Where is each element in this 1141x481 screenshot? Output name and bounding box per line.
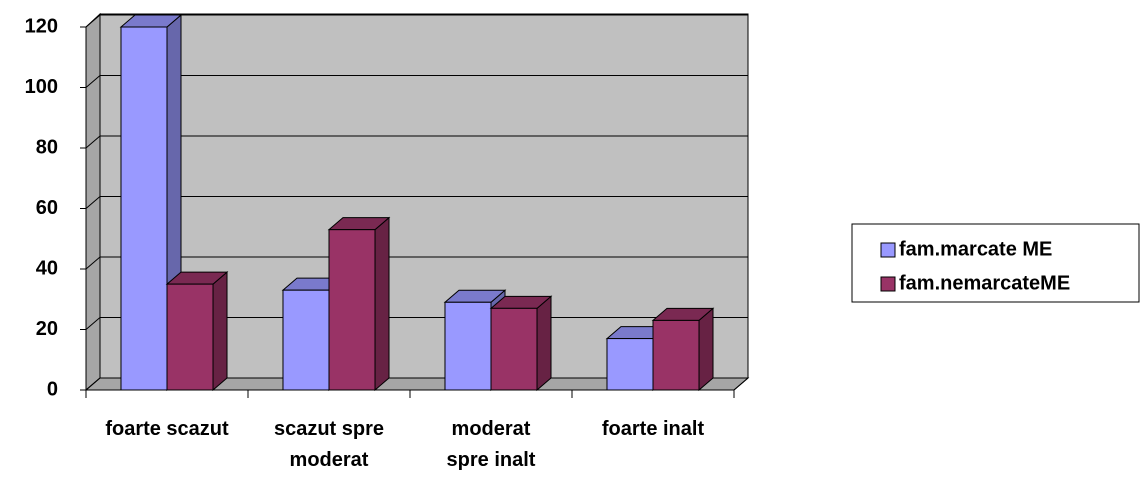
y-tick-label: 60: [36, 197, 58, 219]
grid-line: [85, 75, 101, 88]
y-tick-label: 0: [47, 378, 58, 400]
bar: [490, 307, 538, 391]
x-tick-label: foarte scazut: [105, 418, 229, 440]
bar: [166, 283, 214, 391]
x-tick-label: foarte inalt: [601, 418, 705, 440]
legend-swatch: [880, 242, 896, 258]
bar: [120, 26, 168, 391]
y-tick-label: 100: [25, 76, 58, 98]
x-tick-label: scazut spre moderat: [273, 418, 385, 471]
grid-line: [85, 377, 101, 391]
y-tick-label: 40: [36, 257, 58, 279]
bar: [606, 338, 654, 391]
grid-line: [85, 135, 101, 149]
x-axis: [733, 377, 749, 391]
bar: [282, 289, 330, 391]
bar-side: [374, 216, 390, 392]
grid-line: [85, 317, 101, 330]
y-tick-label: 120: [25, 15, 58, 37]
bar: [652, 319, 700, 391]
legend-label: fam.nemarcateME: [899, 272, 1070, 294]
bar: [328, 229, 376, 391]
grid-line: [85, 14, 101, 28]
bar-side: [698, 307, 714, 392]
bar-side: [212, 271, 228, 392]
bar-side: [536, 295, 552, 392]
grid-line: [85, 196, 101, 209]
legend-box: [851, 223, 1140, 303]
grid-line: [85, 256, 101, 270]
y-tick-label: 20: [36, 318, 58, 340]
bar: [444, 301, 492, 391]
x-tick-label: moderat spre inalt: [446, 418, 536, 471]
legend-swatch: [880, 276, 896, 292]
legend-label: fam.marcate ME: [899, 238, 1052, 260]
y-tick-label: 80: [36, 136, 58, 158]
